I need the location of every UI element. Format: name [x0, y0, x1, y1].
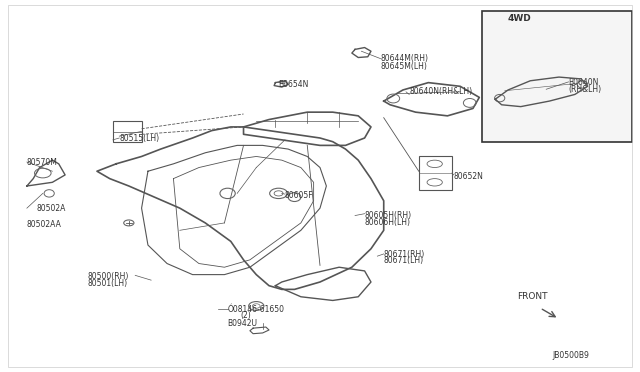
Text: 4WD: 4WD: [508, 13, 532, 22]
Text: B0942U: B0942U: [228, 319, 258, 328]
Text: 80502A: 80502A: [36, 203, 66, 213]
Text: 80606H(LH): 80606H(LH): [365, 218, 411, 227]
Text: 80652N: 80652N: [454, 172, 484, 181]
Text: 80500(RH): 80500(RH): [88, 272, 129, 281]
Text: 80644M(RH): 80644M(RH): [381, 54, 429, 63]
Text: 80502AA: 80502AA: [27, 220, 61, 229]
Text: (RH&LH): (RH&LH): [568, 85, 602, 94]
Text: 80640N(RH&LH): 80640N(RH&LH): [409, 87, 472, 96]
Text: JB0500B9: JB0500B9: [552, 351, 589, 360]
Text: 80501(LH): 80501(LH): [88, 279, 127, 288]
Text: B0640N: B0640N: [568, 78, 599, 87]
Text: FRONT: FRONT: [518, 292, 548, 301]
Text: 80671(RH): 80671(RH): [384, 250, 425, 259]
Text: 80605F: 80605F: [285, 191, 314, 200]
Text: 80671(LH): 80671(LH): [384, 256, 424, 266]
Bar: [113, 121, 141, 142]
Text: (2): (2): [241, 311, 251, 320]
Text: 80645M(LH): 80645M(LH): [381, 61, 428, 71]
Text: 80570M: 80570M: [27, 157, 58, 167]
Text: 80605H(RH): 80605H(RH): [365, 211, 412, 220]
Bar: [483, 11, 632, 142]
Text: Ó08146-61650: Ó08146-61650: [228, 305, 285, 314]
Text: B0654N: B0654N: [278, 80, 309, 89]
Text: 80515(LH): 80515(LH): [119, 134, 159, 142]
Bar: [419, 157, 452, 190]
